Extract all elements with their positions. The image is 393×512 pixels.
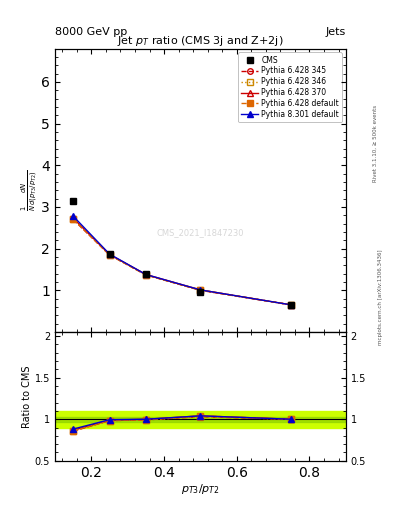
Title: Jet $p_T$ ratio (CMS 3j and Z+2j): Jet $p_T$ ratio (CMS 3j and Z+2j) [117,34,284,49]
X-axis label: $p_{T3}/p_{T2}$: $p_{T3}/p_{T2}$ [181,482,220,497]
CMS [107,250,112,257]
Pythia 6.428 370 [289,302,294,308]
Pythia 6.428 370 [107,251,112,258]
Text: CMS_2021_I1847230: CMS_2021_I1847230 [157,228,244,238]
CMS [198,288,203,294]
Pythia 6.428 370 [143,271,148,278]
Text: 8000 GeV pp: 8000 GeV pp [55,27,127,37]
Line: Pythia 6.428 370: Pythia 6.428 370 [70,216,294,308]
Pythia 6.428 default [198,287,203,293]
Line: Pythia 6.428 345: Pythia 6.428 345 [70,217,294,308]
Pythia 8.301 default [107,251,112,257]
Pythia 6.428 345 [143,272,148,278]
Pythia 6.428 370 [71,215,75,221]
Pythia 8.301 default [289,302,294,308]
Line: Pythia 6.428 346: Pythia 6.428 346 [70,216,294,308]
Pythia 6.428 default [71,216,75,222]
CMS [143,271,148,278]
Bar [55,417,346,422]
Line: Pythia 8.301 default: Pythia 8.301 default [70,214,294,308]
Pythia 6.428 346 [107,252,112,258]
Y-axis label: $\frac{1}{N}\frac{dN}{d(p_{T3}/p_{T2})}$: $\frac{1}{N}\frac{dN}{d(p_{T3}/p_{T2})}$ [19,169,39,211]
CMS [71,198,75,204]
Pythia 6.428 345 [198,287,203,293]
Text: Jets: Jets [325,27,346,37]
Pythia 6.428 370 [198,287,203,293]
Text: mcplots.cern.ch [arXiv:1306.3436]: mcplots.cern.ch [arXiv:1306.3436] [378,249,383,345]
Pythia 6.428 default [143,272,148,278]
Pythia 6.428 346 [198,287,203,293]
Text: Rivet 3.1.10, ≥ 500k events: Rivet 3.1.10, ≥ 500k events [373,105,378,182]
CMS [289,302,294,308]
Pythia 6.428 346 [143,272,148,278]
Legend: CMS, Pythia 6.428 345, Pythia 6.428 346, Pythia 6.428 370, Pythia 6.428 default,: CMS, Pythia 6.428 345, Pythia 6.428 346,… [238,52,342,122]
Pythia 6.428 345 [289,302,294,308]
Bar [55,411,346,428]
Pythia 6.428 default [107,252,112,258]
Pythia 6.428 346 [289,302,294,308]
Pythia 6.428 346 [71,216,75,222]
Line: CMS: CMS [70,197,295,308]
Pythia 8.301 default [71,213,75,219]
Pythia 8.301 default [198,287,203,293]
Pythia 6.428 345 [71,217,75,223]
Line: Pythia 6.428 default: Pythia 6.428 default [70,216,294,308]
Pythia 8.301 default [143,271,148,278]
Y-axis label: Ratio to CMS: Ratio to CMS [22,365,32,428]
Pythia 6.428 345 [107,252,112,258]
Pythia 6.428 default [289,302,294,308]
